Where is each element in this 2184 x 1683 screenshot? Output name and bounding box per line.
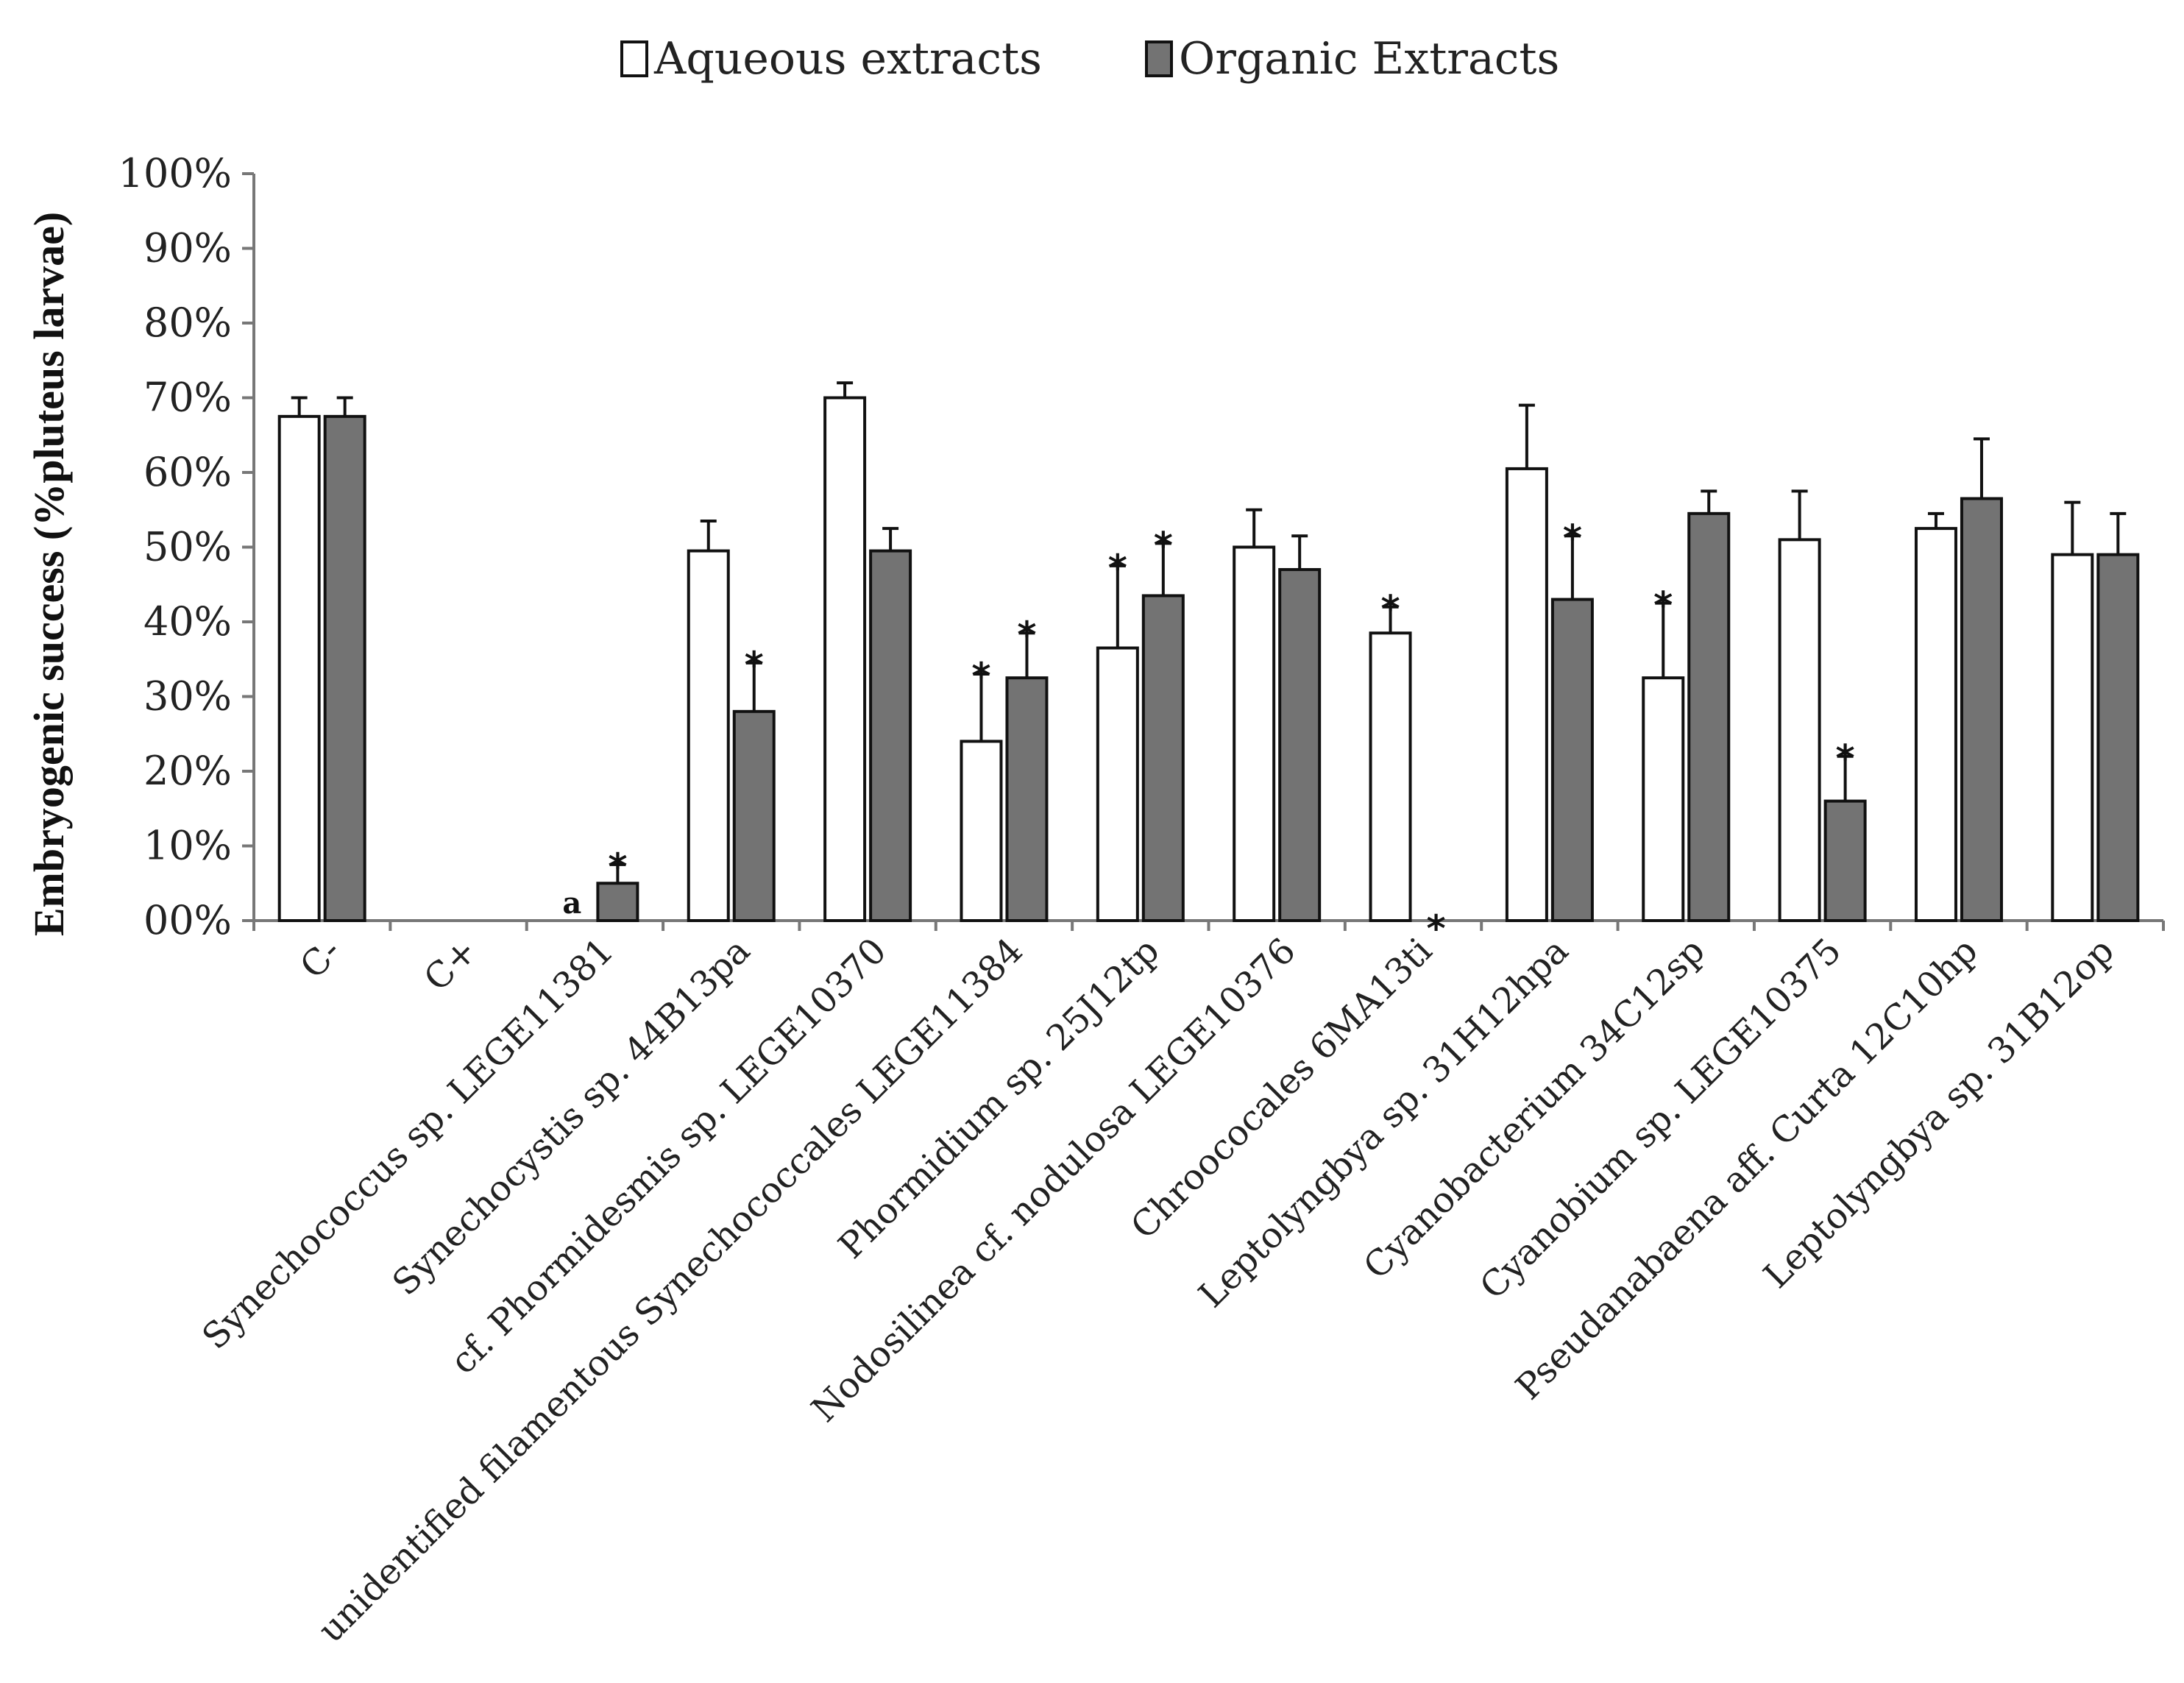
bar: [323, 414, 366, 922]
y-tick-label: 40%: [143, 598, 232, 645]
legend-label-organic: Organic Extracts: [1179, 33, 1559, 85]
legend-swatch-aqueous: [620, 40, 648, 77]
y-tick-label: 80%: [143, 300, 232, 346]
x-tick-labels: C- C+Synechococcus sp. LEGE11381Synechocy…: [194, 930, 2122, 1651]
annotation-label: a: [562, 886, 581, 921]
bar: [1823, 799, 1867, 922]
y-tick-label: 50%: [143, 524, 232, 570]
y-tick-label: 10%: [143, 823, 232, 869]
bar: [1278, 567, 1322, 922]
x-tick-label: C-: [292, 930, 349, 987]
y-tick-label: 60%: [143, 449, 232, 495]
bar: [1914, 527, 1957, 922]
significance-star: *: [1017, 614, 1036, 656]
bar: [1096, 646, 1139, 923]
bar: [1141, 594, 1185, 922]
x-tick-label: Pseudanabaena aff. Curta 12C10hp: [1508, 930, 1985, 1408]
significance-star: *: [745, 644, 764, 687]
significance-marks: * * * * * * * * * * * a: [562, 517, 1854, 950]
legend: Aqueous extracts Organic Extracts: [620, 33, 1559, 85]
bar: [1687, 511, 1731, 922]
y-ticks: 00% 10% 20% 30% 40% 50% 60% 70% 80% 90% 100%: [118, 150, 254, 943]
legend-label-aqueous: Aqueous extracts: [653, 33, 1042, 85]
bar: [1550, 598, 1594, 922]
significance-star: *: [1653, 584, 1673, 627]
axes: [252, 174, 2165, 931]
bar: [1642, 676, 1685, 922]
bar: [1505, 467, 1548, 922]
significance-star: *: [1563, 517, 1582, 559]
significance-star: *: [1108, 547, 1127, 589]
y-tick-label: 90%: [143, 225, 232, 272]
bar: [596, 882, 639, 922]
bar: [2096, 553, 2140, 923]
significance-star: *: [1426, 907, 1445, 950]
significance-star: *: [1154, 524, 1173, 567]
y-tick-label: 30%: [143, 673, 232, 720]
bar: [687, 549, 730, 922]
significance-star: *: [1836, 737, 1855, 780]
significance-star: *: [1380, 588, 1400, 631]
y-tick-label: 20%: [143, 748, 232, 794]
bar: [277, 414, 321, 922]
bar: [2051, 553, 2094, 923]
bar: [960, 740, 1003, 923]
y-tick-label: 70%: [143, 375, 232, 421]
significance-star: *: [971, 655, 990, 698]
y-axis-title: Embryogenic success (%pluteus larvae): [25, 212, 73, 936]
y-tick-label: 100%: [118, 150, 232, 196]
bar: [869, 549, 912, 922]
x-tick-label: C+: [416, 930, 486, 999]
y-tick-label: 00%: [143, 897, 232, 943]
bars: [277, 381, 2140, 923]
bar: [1005, 676, 1049, 922]
bar: [1778, 538, 1821, 922]
bar: [732, 709, 776, 922]
bar: [1369, 631, 1412, 922]
bar: [1233, 545, 1276, 922]
significance-star: *: [608, 846, 627, 888]
x-tick-label: Nodosilinea cf. nodulosa LEGE10376: [804, 930, 1304, 1431]
bar: [823, 396, 867, 922]
bar: [1960, 497, 2003, 922]
legend-swatch-organic: [1145, 40, 1173, 77]
